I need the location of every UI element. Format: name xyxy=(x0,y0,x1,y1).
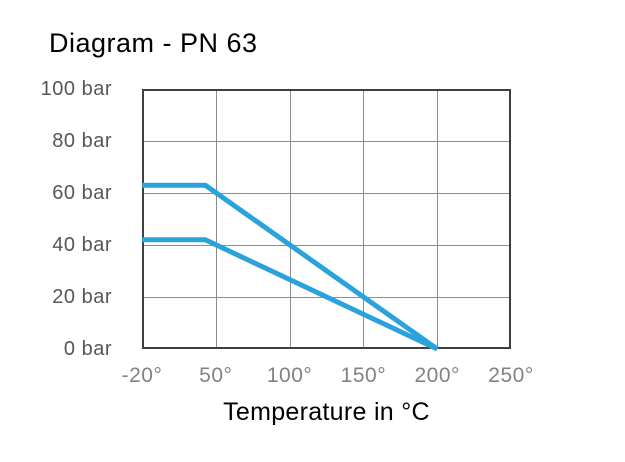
x-tick-label: 250° xyxy=(488,364,534,387)
y-tick-label: 20 bar xyxy=(52,286,112,308)
x-tick-label: 100° xyxy=(266,364,313,387)
upper-pressure-limit-curve xyxy=(142,182,439,352)
y-tick-label: 40 bar xyxy=(52,234,112,256)
x-tick-label: 200° xyxy=(414,364,460,387)
x-axis-title: Temperature in °C xyxy=(223,398,430,426)
page-title: Diagram - PN 63 xyxy=(49,28,258,58)
x-tick-label: 150° xyxy=(340,364,387,387)
y-tick-label: 60 bar xyxy=(52,182,112,204)
y-tick-label: 80 bar xyxy=(52,130,112,152)
chart-plot-area xyxy=(142,89,511,352)
x-tick-label: -20° xyxy=(121,364,163,387)
plot-border xyxy=(142,89,511,349)
y-tick-label: 100 bar xyxy=(40,78,112,100)
y-tick-label: 0 bar xyxy=(63,338,112,360)
lower-pressure-limit-curve xyxy=(142,237,439,352)
x-tick-label: 50° xyxy=(199,364,233,387)
